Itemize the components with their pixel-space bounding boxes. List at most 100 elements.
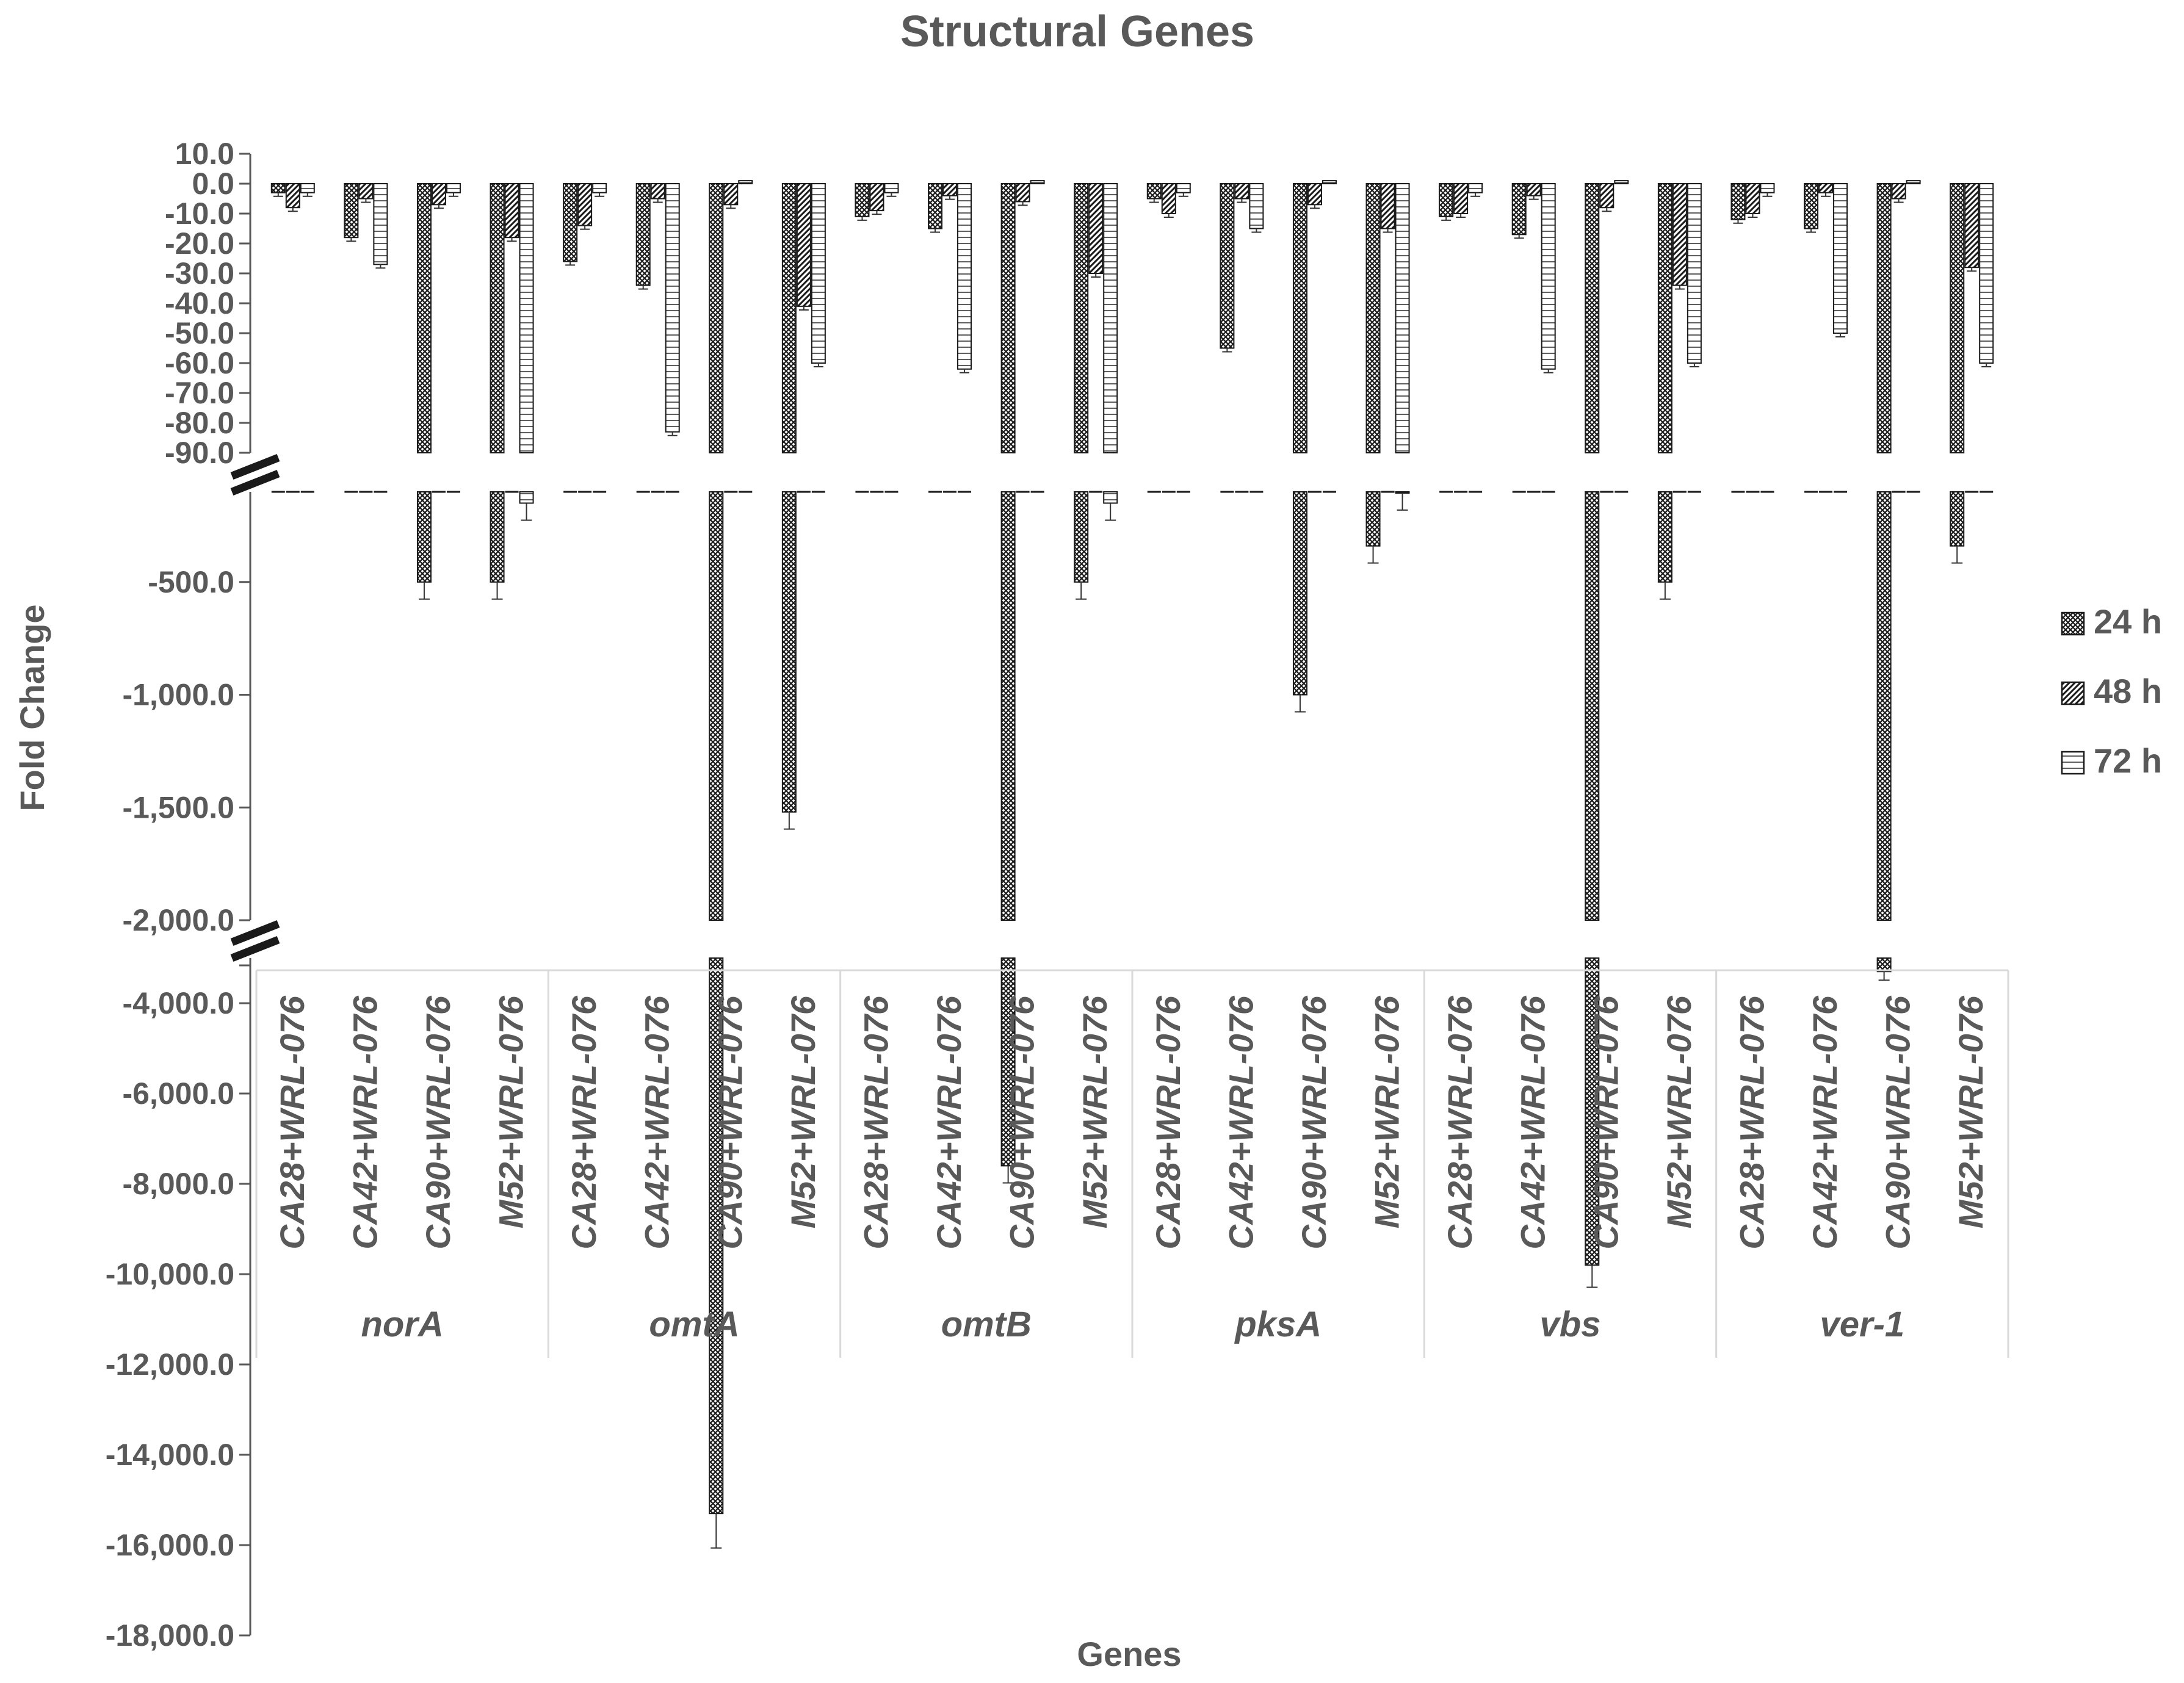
bar	[709, 491, 724, 921]
bar	[1964, 183, 1980, 268]
bar	[1804, 183, 1819, 229]
y-tick-label: -70.0	[165, 376, 234, 410]
x-treatment-label: CA28+WRL-076	[273, 995, 311, 1249]
x-treatment-label: CA90+WRL-076	[1295, 995, 1333, 1249]
bar	[928, 183, 943, 229]
bar	[1015, 183, 1030, 203]
y-tick-label: -90.0	[165, 436, 234, 470]
x-treatment-label: CA28+WRL-076	[1149, 995, 1187, 1249]
bar	[446, 183, 461, 193]
bar	[1176, 183, 1191, 193]
bar	[1833, 183, 1848, 334]
x-treatment-label: CA42+WRL-076	[1514, 995, 1552, 1249]
bar	[592, 183, 607, 193]
bar	[1511, 183, 1527, 236]
x-treatment-label: M52+WRL-076	[1660, 995, 1698, 1228]
x-axis-title: Genes	[1077, 1635, 1181, 1673]
x-gene-label: vbs	[1540, 1305, 1601, 1344]
y-tick-label: -10,000.0	[106, 1257, 234, 1291]
x-treatment-label: CA90+WRL-076	[1879, 995, 1917, 1249]
bar	[1657, 491, 1672, 583]
legend-swatch	[2061, 611, 2085, 636]
bar	[1730, 183, 1746, 220]
bar	[1818, 183, 1834, 193]
bar	[1950, 491, 1965, 547]
x-treatment-label: CA28+WRL-076	[1732, 995, 1771, 1249]
bar	[1453, 183, 1469, 214]
bar	[1891, 183, 1906, 200]
bar	[869, 183, 884, 212]
bar	[490, 183, 505, 453]
bar	[490, 491, 505, 583]
bar	[1672, 183, 1687, 286]
bar	[416, 491, 432, 583]
bar	[957, 183, 972, 370]
y-tick-label: -20.0	[165, 226, 234, 261]
bar	[1234, 183, 1249, 200]
legend-label: 24 h	[2094, 602, 2162, 641]
bar	[1687, 183, 1702, 364]
axis-break-mark	[230, 935, 280, 962]
x-treatment-label: M52+WRL-076	[492, 995, 530, 1228]
bar	[1380, 183, 1395, 229]
x-treatment-label: CA28+WRL-076	[565, 995, 603, 1249]
y-tick-label: -10.0	[165, 196, 234, 231]
legend: 24 h 48 h 72 h	[2061, 602, 2162, 780]
y-tick-label: 0.0	[192, 167, 234, 201]
y-tick-label: -50.0	[165, 316, 234, 350]
x-category-labels: CA28+WRL-076 CA42+WRL-076 CA90+WRL-076 M52+…	[255, 969, 2009, 1358]
axis-break-mark	[230, 469, 280, 496]
x-treatment-label: M52+WRL-076	[1368, 995, 1406, 1228]
bar	[1760, 183, 1775, 193]
y-tick-labels: 10.00.0-10.0-20.0-30.0-40.0-50.0-60.0-70…	[106, 137, 234, 1652]
bar	[1365, 491, 1381, 547]
bar	[504, 183, 519, 239]
bar	[738, 180, 753, 185]
x-treatment-label: CA90+WRL-076	[1586, 995, 1625, 1249]
bar	[431, 183, 446, 206]
bar	[1249, 183, 1264, 229]
legend-swatch	[2061, 681, 2085, 705]
legend-swatch	[2061, 751, 2085, 775]
bar	[1292, 183, 1307, 453]
bar	[665, 183, 680, 433]
y-tick-label: -30.0	[165, 256, 234, 290]
axis-break-mark	[230, 920, 280, 946]
bar	[1585, 183, 1600, 453]
x-treatment-label: CA42+WRL-076	[1221, 995, 1260, 1249]
bar	[270, 183, 286, 193]
bar	[1439, 183, 1454, 217]
y-tick-label: -60.0	[165, 346, 234, 380]
y-tick-label: -500.0	[148, 565, 234, 599]
bar	[1906, 180, 1921, 185]
x-treatment-label: CA90+WRL-076	[419, 995, 457, 1249]
plot-area	[230, 153, 1994, 1637]
bar	[373, 183, 388, 265]
bar	[709, 183, 724, 453]
bar	[285, 183, 300, 209]
legend-label: 72 h	[2094, 741, 2162, 780]
bar	[1876, 491, 1892, 921]
y-tick-label: -12,000.0	[106, 1347, 234, 1382]
bar	[635, 183, 651, 286]
bar	[1292, 491, 1307, 696]
y-tick-label: -80.0	[165, 406, 234, 440]
bar	[1322, 180, 1337, 185]
bar	[563, 183, 578, 262]
x-gene-label: omtA	[649, 1305, 739, 1344]
x-treatment-label: M52+WRL-076	[1951, 995, 1990, 1228]
x-treatment-label: CA42+WRL-076	[930, 995, 968, 1249]
bar	[942, 183, 958, 196]
y-tick-label: -14,000.0	[106, 1438, 234, 1472]
bar	[577, 183, 593, 226]
y-tick-label: -8,000.0	[123, 1167, 234, 1201]
bar	[884, 183, 899, 193]
bar	[1220, 183, 1235, 349]
bar	[519, 491, 534, 504]
bar	[1074, 183, 1089, 453]
y-tick-label: 10.0	[175, 137, 234, 171]
bar	[1365, 183, 1381, 453]
bar	[1000, 491, 1016, 921]
y-tick-label: -6,000.0	[123, 1076, 234, 1111]
